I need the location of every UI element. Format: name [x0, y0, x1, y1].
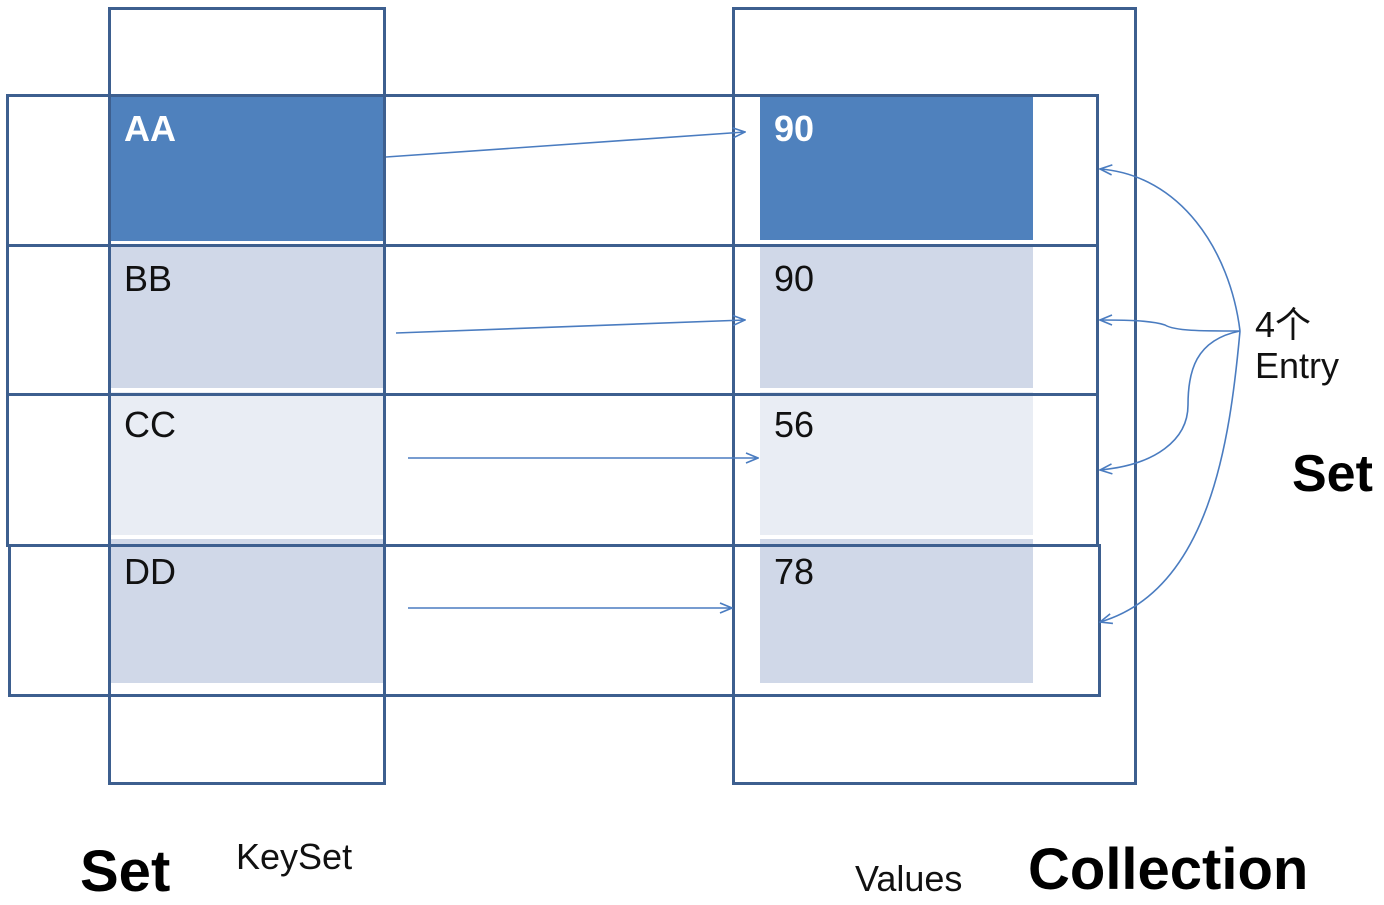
collection-label: Collection [1028, 837, 1309, 902]
brace-arrow-2 [1100, 320, 1241, 332]
value-cell-2: 90 [760, 246, 1033, 388]
key-cell-cc: CC [110, 392, 384, 535]
keyset-label: KeySet [236, 836, 353, 877]
entry-label: Entry [1255, 345, 1340, 386]
keyset-frame [108, 7, 386, 785]
key-cell-bb: BB [110, 246, 384, 388]
value-cell-3: 56 [760, 392, 1033, 535]
key-cell-aa: AA [110, 96, 384, 241]
key-cell-dd: DD [110, 539, 384, 683]
entry-count-label: 4个 [1255, 304, 1312, 345]
value-cell-1: 90 [760, 96, 1033, 240]
value-cell-4: 78 [760, 539, 1033, 683]
entry-set-label: Set [1292, 445, 1373, 503]
brace-arrow-3 [1100, 330, 1241, 470]
brace-arrow-1 [1100, 169, 1241, 332]
keyset-set-label: Set [80, 839, 171, 904]
arrow-bb-to-90 [395, 320, 745, 334]
arrow-aa-to-90 [385, 132, 745, 158]
brace-arrow-4 [1100, 330, 1241, 622]
values-label: Values [855, 858, 963, 899]
values-collection-frame [732, 7, 1137, 785]
